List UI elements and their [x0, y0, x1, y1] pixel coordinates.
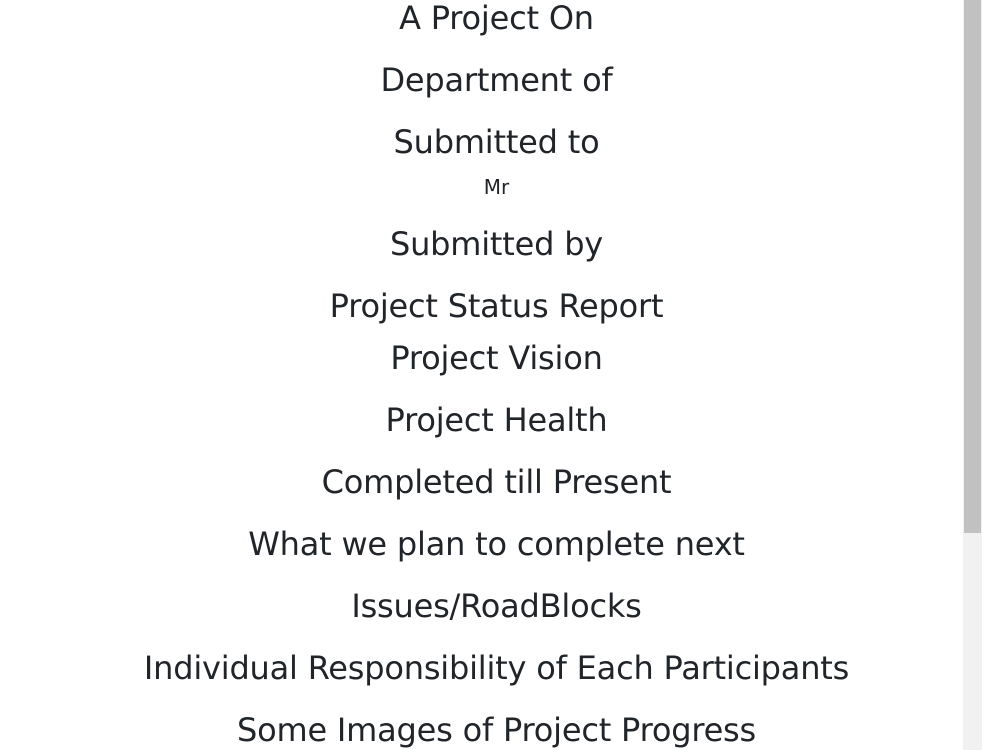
scrollbar-thumb[interactable] — [964, 0, 981, 533]
vertical-scrollbar[interactable] — [963, 0, 982, 750]
project-health-heading: Project Health — [385, 401, 608, 439]
submitted-to-heading: Submitted to — [393, 123, 600, 161]
project-vision-heading: Project Vision — [390, 339, 603, 377]
project-progress-images-heading: Some Images of Project Progress — [236, 711, 757, 749]
project-heading: A Project On — [399, 0, 594, 37]
department-heading: Department of — [380, 61, 613, 99]
submitted-by-heading: Submitted by — [389, 225, 604, 263]
submitted-to-name: Mr — [483, 175, 510, 199]
planned-next-heading: What we plan to complete next — [248, 525, 745, 563]
issues-roadblocks-heading: Issues/RoadBlocks — [351, 587, 642, 625]
participant-responsibility-heading: Individual Responsibility of Each Partic… — [143, 649, 850, 687]
completed-till-present-heading: Completed till Present — [321, 463, 672, 501]
project-status-report-heading: Project Status Report — [329, 287, 664, 325]
